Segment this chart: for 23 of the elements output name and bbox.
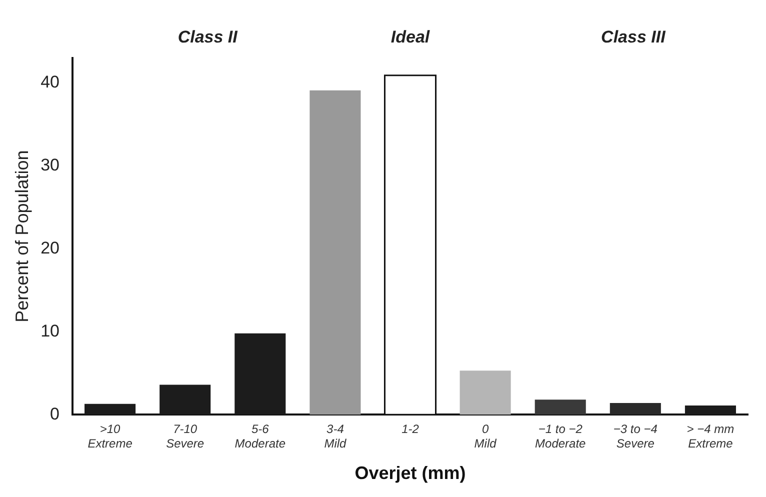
- y-axis-title: Percent of Population: [12, 150, 32, 322]
- y-tick-label: 40: [40, 72, 60, 92]
- y-tick-label: 0: [50, 404, 60, 424]
- x-tick-label: 1-2: [402, 422, 420, 436]
- text: Class III: [601, 28, 667, 47]
- bar: [310, 90, 361, 415]
- y-tick-label: 20: [40, 238, 60, 258]
- bar: [610, 402, 661, 415]
- x-tick-label: 5-6 Moderate: [234, 422, 286, 451]
- x-axis-title: Overjet (mm): [354, 463, 466, 484]
- bar: [534, 400, 586, 415]
- text: Ideal: [390, 28, 431, 47]
- text: Class II: [178, 28, 239, 47]
- x-tick-label: 0 Mild: [474, 422, 497, 451]
- x-tick-label: −3 to −4 Severe: [613, 422, 658, 451]
- x-tick-label: 3-4 Mild: [324, 422, 347, 451]
- x-tick-label: >10 Extreme: [88, 422, 133, 451]
- y-tick-label: 30: [40, 155, 60, 174]
- y-tick-label: 10: [40, 321, 60, 340]
- x-tick-label: > −4 mm Extreme: [686, 422, 734, 451]
- bar: [460, 370, 511, 415]
- x-tick-label: −1 to −2 Moderate: [535, 422, 586, 451]
- x-tick-label: 7-10 Severe: [166, 422, 204, 451]
